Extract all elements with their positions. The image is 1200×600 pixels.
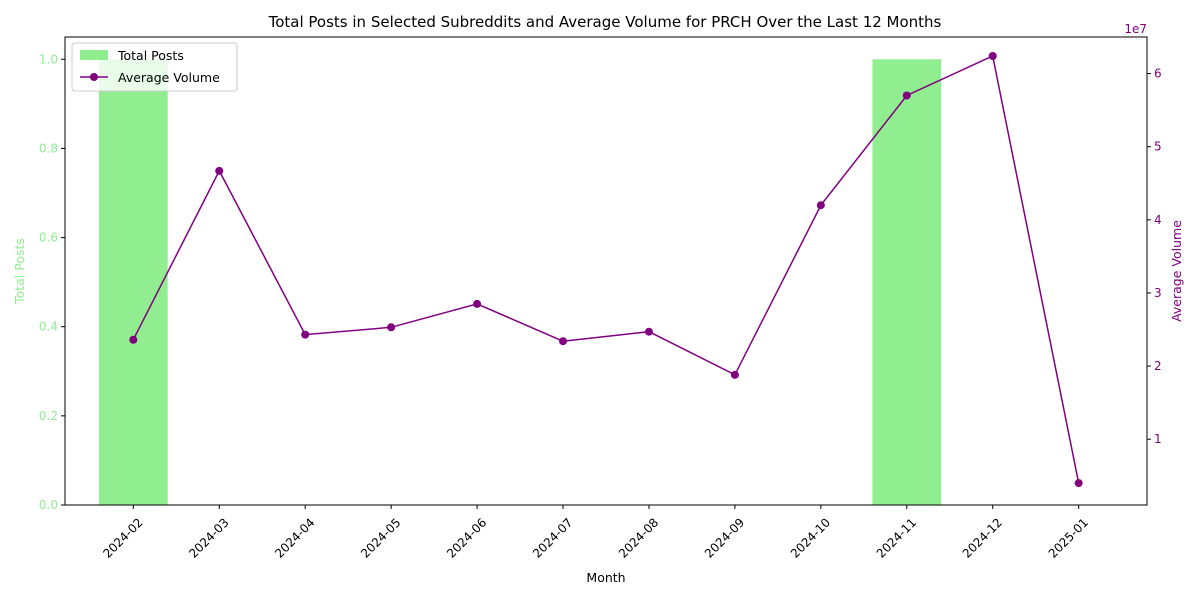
right-tick-label: 1 [1154,432,1162,446]
left-axis-ticks: 0.0 0.2 0.4 0.6 0.8 1.0 [39,52,65,512]
x-tick-label: 2024-04 [272,515,317,560]
point-2024-02 [129,335,138,344]
bar-2024-11 [872,59,942,506]
left-tick-label: 1.0 [39,52,58,66]
x-tick-label: 2024-02 [100,515,145,560]
point-2024-12 [988,52,997,61]
point-2024-07 [559,337,568,346]
point-2024-09 [730,370,739,379]
point-2024-05 [387,323,396,332]
x-tick-label: 2024-09 [702,515,747,560]
right-tick-label: 4 [1154,213,1162,227]
x-tick-label: 2024-05 [358,515,403,560]
average-volume-line [132,54,1080,484]
right-axis-ticks: 1 2 3 4 5 6 [1147,67,1162,446]
point-2024-08 [644,327,653,336]
chart-title: Total Posts in Selected Subreddits and A… [268,13,942,31]
x-axis-label: Month [586,570,625,585]
x-tick-label: 2024-08 [616,515,661,560]
legend: Total Posts Average Volume [71,42,238,92]
left-tick-label: 0.0 [39,498,58,512]
x-tick-label: 2024-06 [444,515,489,560]
point-2024-06 [473,299,482,308]
left-tick-label: 0.2 [39,409,58,423]
left-tick-label: 0.4 [39,320,58,334]
x-tick-label: 2024-12 [960,515,1005,560]
bars-layer [98,59,942,506]
x-tick-label: 2024-10 [788,515,833,560]
legend-label-total-posts: Total Posts [117,48,184,63]
point-2024-11 [902,91,911,100]
right-tick-label: 3 [1154,286,1162,300]
bar-2024-02 [98,59,168,506]
legend-label-average-volume: Average Volume [118,70,220,85]
left-tick-label: 0.8 [39,141,58,155]
x-tick-label: 2024-03 [186,515,231,560]
line-layer [129,52,1083,488]
point-2024-04 [301,330,310,339]
right-axis-label: Average Volume [1169,220,1184,322]
point-2025-01 [1074,479,1083,488]
point-2024-03 [215,166,224,175]
x-tick-label: 2024-07 [530,515,575,560]
right-tick-label: 5 [1154,140,1162,154]
point-2024-10 [816,201,825,210]
legend-bar-swatch [80,50,108,60]
right-tick-label: 2 [1154,359,1162,373]
legend-box [71,42,238,92]
plot-frame [64,36,1148,506]
left-tick-label: 0.6 [39,231,58,245]
x-axis-ticks: 2024-02 2024-03 2024-04 2024-05 2024-06 2024-… [100,505,1091,561]
x-tick-label: 2024-11 [874,515,919,560]
legend-line-marker [90,73,98,81]
right-tick-label: 6 [1154,67,1162,81]
x-tick-label: 2025-01 [1046,515,1091,560]
right-axis-offset-text: 1e7 [1124,22,1147,36]
left-axis-label: Total Posts [12,238,27,305]
